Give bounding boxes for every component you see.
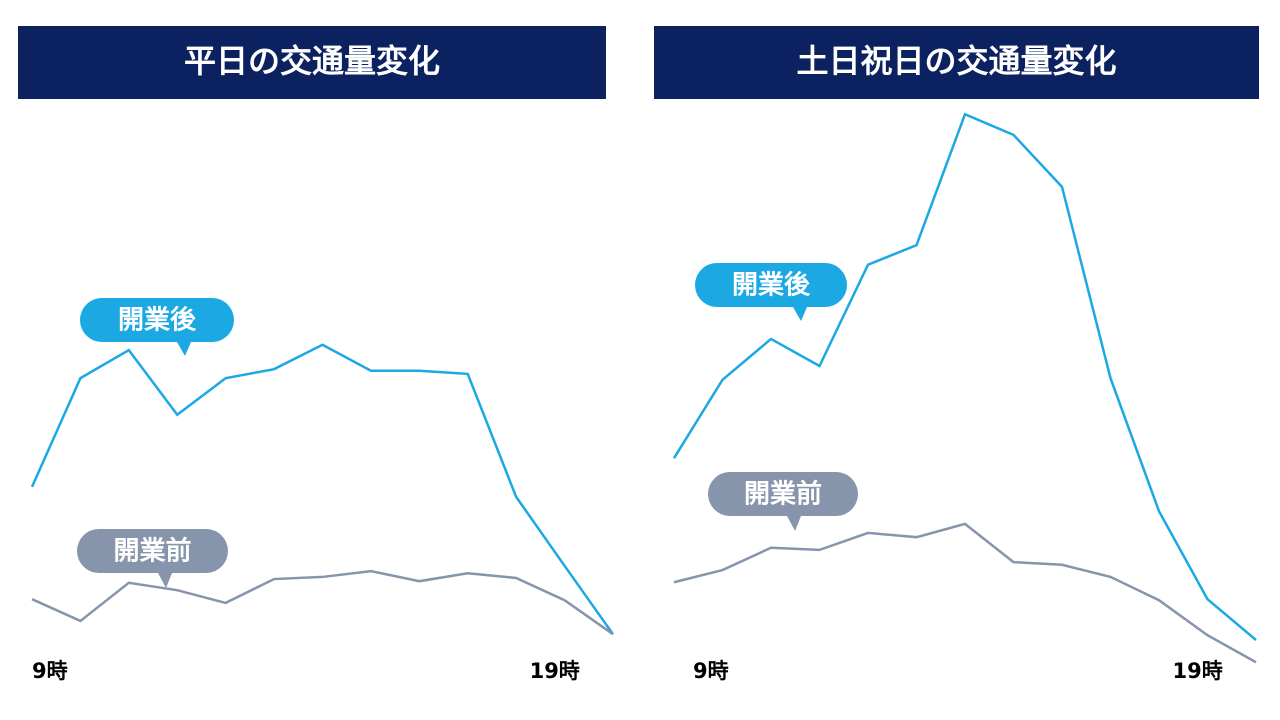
x-tick-label: 9時 — [693, 659, 729, 683]
title-bar — [18, 26, 606, 99]
line-series — [31, 569, 614, 636]
line-series — [672, 112, 1257, 641]
legend-bubble — [77, 529, 228, 588]
chart-title: 平日の交通量変化 — [184, 42, 440, 80]
legend-bubble — [695, 263, 847, 321]
legend-label: 開業前 — [744, 479, 822, 510]
line-series — [30, 343, 615, 635]
x-tick-label: 19時 — [530, 659, 580, 683]
legend-label: 開業後 — [732, 270, 811, 301]
title-bar — [654, 26, 1259, 99]
legend-bubble — [80, 298, 234, 356]
legend-bubble — [708, 472, 858, 531]
legend-label: 開業前 — [113, 536, 191, 567]
legend-label: 開業後 — [118, 305, 197, 336]
x-tick-label: 19時 — [1173, 659, 1223, 683]
line-series — [673, 522, 1257, 664]
x-tick-label: 9時 — [32, 659, 68, 683]
chart-title: 土日祝日の交通量変化 — [796, 42, 1116, 80]
